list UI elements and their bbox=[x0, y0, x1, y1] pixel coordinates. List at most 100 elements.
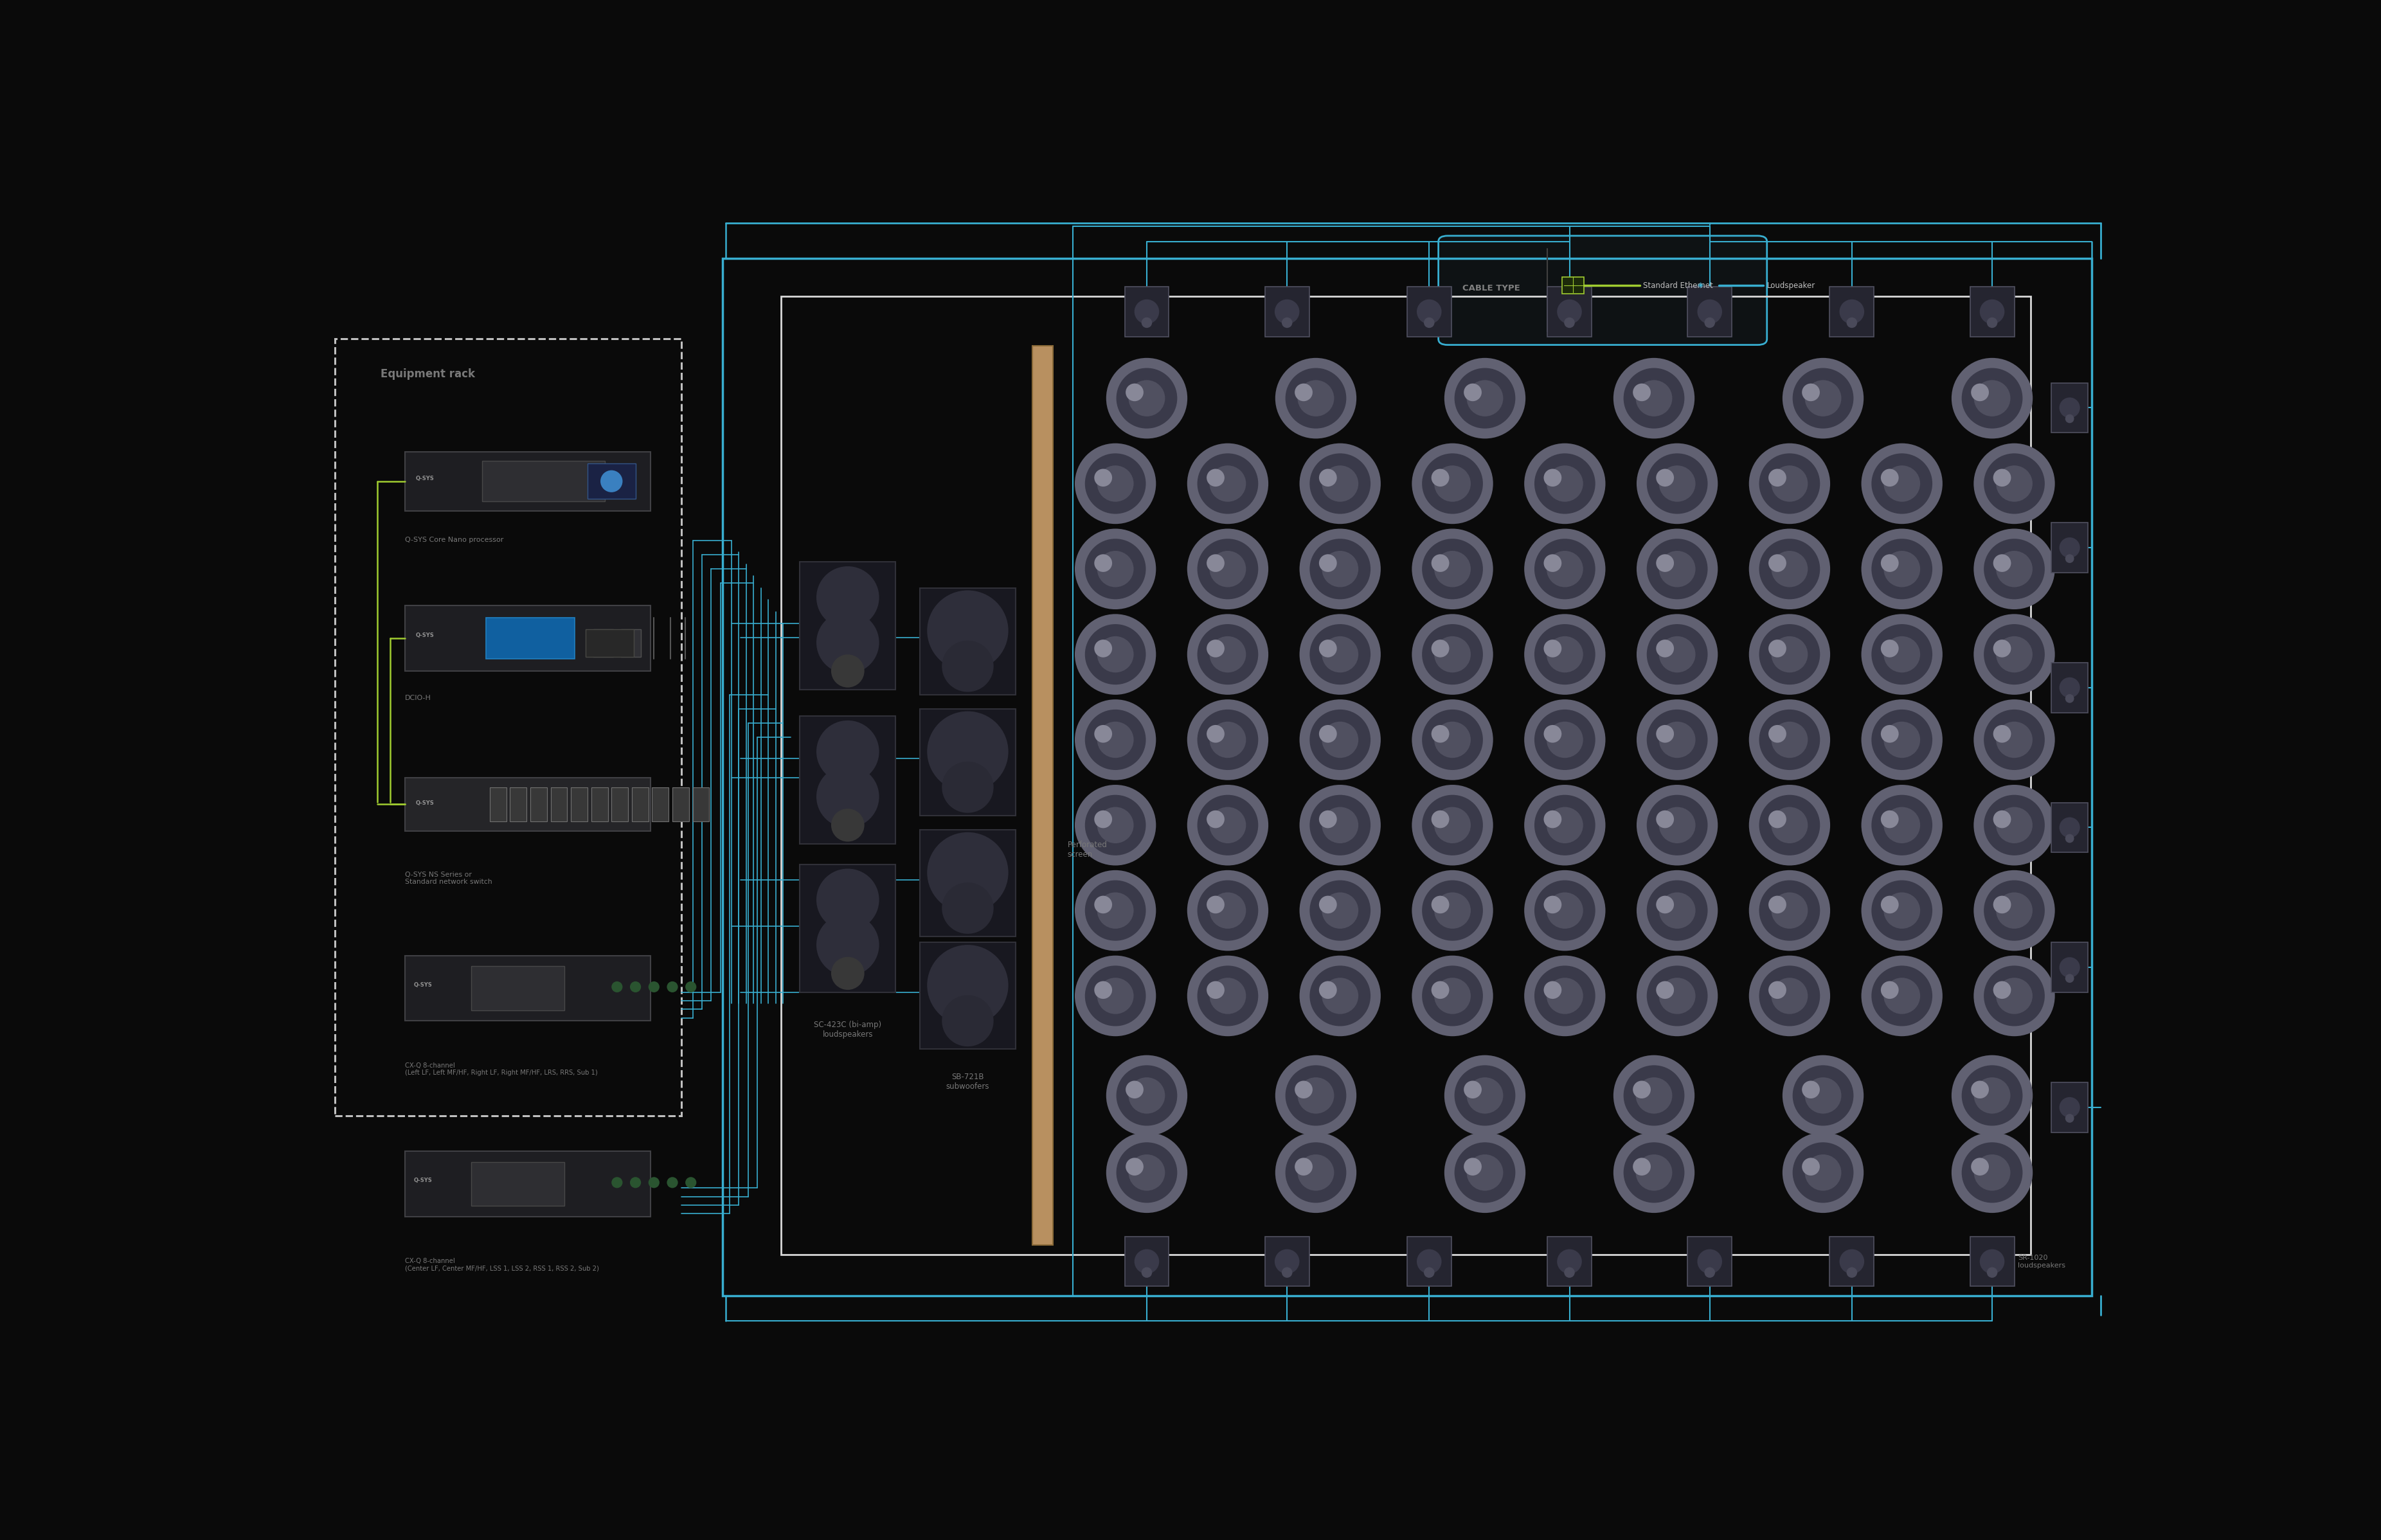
Ellipse shape bbox=[1769, 896, 1786, 913]
Ellipse shape bbox=[2064, 414, 2074, 424]
Ellipse shape bbox=[1298, 380, 1333, 416]
Ellipse shape bbox=[1310, 795, 1369, 855]
Ellipse shape bbox=[1310, 453, 1369, 514]
Text: Loudspeaker: Loudspeaker bbox=[1767, 282, 1814, 290]
Ellipse shape bbox=[1971, 383, 1988, 402]
Ellipse shape bbox=[1771, 636, 1807, 673]
Ellipse shape bbox=[1417, 299, 1441, 323]
Ellipse shape bbox=[1845, 1267, 1857, 1278]
Bar bbox=[1264, 1237, 1310, 1286]
Ellipse shape bbox=[648, 1177, 660, 1187]
Ellipse shape bbox=[1698, 1249, 1721, 1274]
Ellipse shape bbox=[1845, 317, 1857, 328]
Ellipse shape bbox=[1633, 383, 1650, 402]
FancyBboxPatch shape bbox=[1438, 236, 1767, 345]
Ellipse shape bbox=[926, 946, 1007, 1026]
Bar bbox=[612, 787, 629, 821]
Ellipse shape bbox=[1983, 539, 2045, 599]
Ellipse shape bbox=[831, 654, 864, 687]
Ellipse shape bbox=[1862, 614, 1943, 695]
Ellipse shape bbox=[1881, 639, 1898, 658]
Ellipse shape bbox=[1412, 870, 1493, 950]
Bar bbox=[800, 716, 895, 844]
Bar bbox=[1407, 286, 1450, 337]
Ellipse shape bbox=[1636, 955, 1717, 1036]
Ellipse shape bbox=[1105, 357, 1188, 439]
Ellipse shape bbox=[1705, 1267, 1714, 1278]
Ellipse shape bbox=[667, 981, 679, 992]
Text: DCIO-H: DCIO-H bbox=[405, 695, 431, 701]
Ellipse shape bbox=[1655, 639, 1674, 658]
Ellipse shape bbox=[1207, 896, 1224, 913]
Ellipse shape bbox=[940, 761, 993, 813]
Ellipse shape bbox=[1862, 444, 1943, 524]
Ellipse shape bbox=[1186, 699, 1269, 781]
Bar bbox=[781, 296, 2031, 1255]
Ellipse shape bbox=[1300, 444, 1381, 524]
Ellipse shape bbox=[1655, 896, 1674, 913]
Ellipse shape bbox=[1993, 639, 2010, 658]
Bar bbox=[481, 460, 605, 502]
Ellipse shape bbox=[1300, 955, 1381, 1036]
Ellipse shape bbox=[1881, 896, 1898, 913]
Ellipse shape bbox=[1983, 710, 2045, 770]
Ellipse shape bbox=[1771, 807, 1807, 844]
Ellipse shape bbox=[1769, 810, 1786, 829]
Bar bbox=[333, 339, 681, 1115]
Ellipse shape bbox=[1321, 978, 1357, 1013]
Ellipse shape bbox=[1421, 710, 1483, 770]
Bar bbox=[490, 787, 507, 821]
Ellipse shape bbox=[1655, 725, 1674, 742]
Ellipse shape bbox=[1545, 551, 1583, 587]
Ellipse shape bbox=[1098, 892, 1133, 929]
Ellipse shape bbox=[1769, 981, 1786, 999]
Ellipse shape bbox=[1793, 1066, 1852, 1126]
Ellipse shape bbox=[1748, 870, 1829, 950]
Ellipse shape bbox=[1705, 317, 1714, 328]
Ellipse shape bbox=[817, 869, 879, 932]
Ellipse shape bbox=[1210, 807, 1245, 844]
Ellipse shape bbox=[1769, 554, 1786, 571]
Ellipse shape bbox=[1443, 1132, 1526, 1214]
Ellipse shape bbox=[1760, 795, 1819, 855]
Ellipse shape bbox=[1431, 639, 1448, 658]
Ellipse shape bbox=[1793, 1143, 1852, 1203]
Bar bbox=[471, 966, 564, 1010]
Ellipse shape bbox=[1210, 465, 1245, 502]
Ellipse shape bbox=[1862, 785, 1943, 865]
Ellipse shape bbox=[1133, 1249, 1160, 1274]
Ellipse shape bbox=[1962, 368, 2021, 428]
Ellipse shape bbox=[1545, 892, 1583, 929]
Ellipse shape bbox=[1310, 881, 1369, 941]
Ellipse shape bbox=[1871, 539, 1931, 599]
Ellipse shape bbox=[1274, 1132, 1357, 1214]
Ellipse shape bbox=[1300, 699, 1381, 781]
Ellipse shape bbox=[1971, 1158, 1988, 1175]
Ellipse shape bbox=[1298, 1155, 1333, 1190]
Ellipse shape bbox=[1645, 539, 1707, 599]
Ellipse shape bbox=[1431, 554, 1448, 571]
Ellipse shape bbox=[831, 808, 864, 842]
Ellipse shape bbox=[1455, 368, 1514, 428]
Ellipse shape bbox=[1771, 978, 1807, 1013]
Ellipse shape bbox=[1433, 892, 1471, 929]
Ellipse shape bbox=[1421, 539, 1483, 599]
Ellipse shape bbox=[1198, 710, 1257, 770]
Ellipse shape bbox=[1310, 624, 1369, 685]
Ellipse shape bbox=[1117, 1143, 1176, 1203]
Ellipse shape bbox=[612, 1177, 621, 1187]
Ellipse shape bbox=[1455, 1066, 1514, 1126]
Ellipse shape bbox=[1207, 981, 1224, 999]
Ellipse shape bbox=[1105, 1132, 1188, 1214]
Ellipse shape bbox=[1881, 725, 1898, 742]
Ellipse shape bbox=[1093, 468, 1112, 487]
Ellipse shape bbox=[1417, 1249, 1441, 1274]
Ellipse shape bbox=[1748, 528, 1829, 610]
Bar bbox=[1688, 286, 1731, 337]
Ellipse shape bbox=[1883, 465, 1919, 502]
Ellipse shape bbox=[1545, 465, 1583, 502]
Ellipse shape bbox=[1412, 955, 1493, 1036]
Bar bbox=[621, 630, 640, 656]
Ellipse shape bbox=[1274, 1055, 1357, 1137]
Bar bbox=[2050, 522, 2088, 573]
